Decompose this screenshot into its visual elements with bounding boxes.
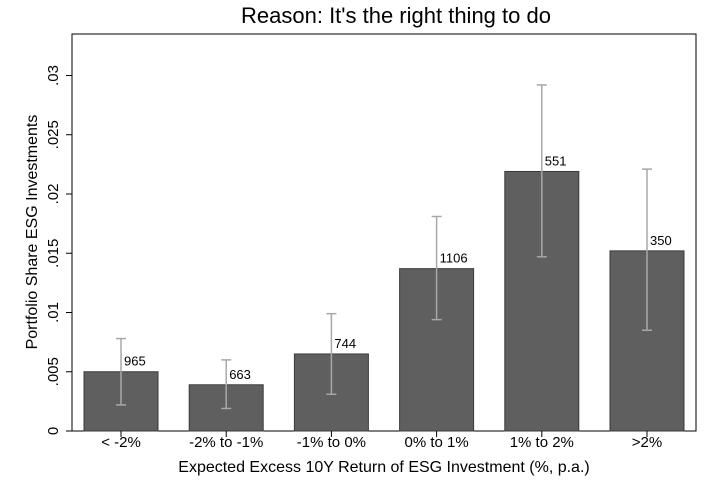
x-axis-title: Expected Excess 10Y Return of ESG Invest… — [178, 459, 589, 476]
x-tick-label-2: -1% to 0% — [297, 434, 366, 451]
data-label-1: 663 — [229, 367, 251, 382]
chart-title: Reason: It's the right thing to do — [241, 3, 551, 28]
x-tick-label-4: 1% to 2% — [510, 434, 574, 451]
y-tick-label-0: 0 — [45, 427, 62, 435]
bars-group — [83, 170, 685, 432]
x-tick-label-3: 0% to 1% — [404, 434, 468, 451]
y-tick-label-6: .03 — [45, 65, 62, 86]
y-tick-label-5: .025 — [45, 120, 62, 149]
plot-frame — [71, 33, 697, 432]
y-axis: 0 .005 .01 .015 .02 .025 .03 — [45, 65, 72, 435]
data-label-0: 965 — [124, 354, 146, 369]
x-tick-label-5: >2% — [632, 434, 662, 451]
x-tick-label-0: < -2% — [101, 434, 141, 451]
errorbar-5 — [642, 168, 652, 332]
y-tick-label-2: .01 — [45, 302, 62, 323]
errorbar-4 — [536, 84, 547, 258]
errorbar-1 — [221, 359, 232, 410]
data-labels-group: 965 663 744 1106 551 350 — [124, 153, 672, 381]
data-label-4: 551 — [545, 153, 567, 168]
x-axis: < -2% -2% to -1% -1% to 0% 0% to 1% 1% to 2%… — [101, 431, 662, 451]
errorbar-3 — [431, 215, 442, 321]
data-label-3: 1106 — [440, 251, 468, 266]
errorbar-2 — [326, 312, 337, 396]
data-label-2: 744 — [334, 336, 356, 351]
data-label-5: 350 — [650, 233, 672, 248]
errorbar-0 — [116, 337, 126, 406]
x-tick-label-1: -2% to -1% — [189, 434, 263, 451]
errorbars-group — [116, 84, 652, 410]
y-tick-label-1: .005 — [45, 357, 62, 386]
y-tick-label-4: .02 — [45, 184, 62, 205]
y-axis-title: Portfolio Share ESG Investments — [24, 115, 41, 350]
y-tick-label-3: .015 — [45, 239, 62, 268]
